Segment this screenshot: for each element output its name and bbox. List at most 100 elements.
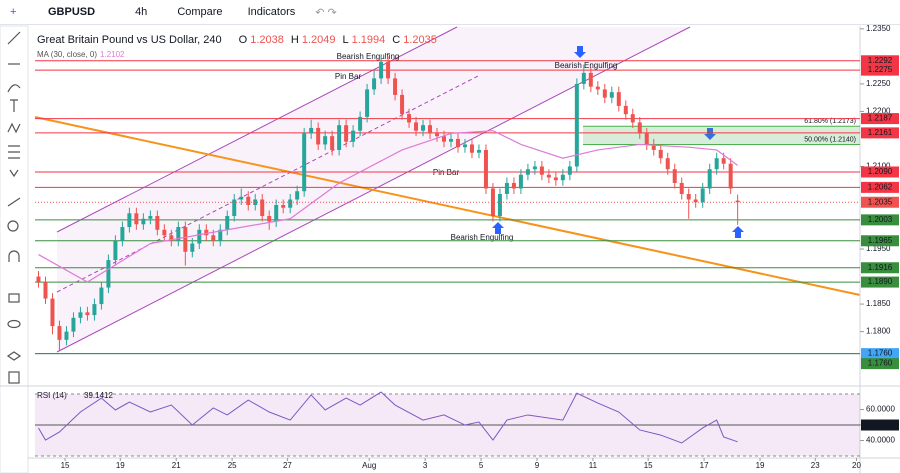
annotations: Bearish Engulfing Pin Bar Bearish Engulf… bbox=[335, 52, 617, 242]
candle-body bbox=[232, 199, 237, 217]
x-tick-label: 15 bbox=[644, 461, 653, 470]
fib-zone bbox=[583, 126, 860, 145]
level-label: 1.2275 bbox=[868, 65, 893, 74]
eye-tool[interactable] bbox=[7, 319, 21, 329]
layers-tool[interactable] bbox=[6, 351, 22, 361]
undo-redo[interactable]: ↶ ↷ bbox=[315, 6, 337, 19]
candle-body bbox=[162, 229, 167, 236]
candle-body bbox=[616, 92, 621, 106]
compare[interactable]: Compare bbox=[177, 6, 223, 18]
lock-tool[interactable] bbox=[8, 293, 20, 303]
candle-body bbox=[36, 276, 41, 283]
candle-body bbox=[57, 326, 62, 340]
more-tool[interactable] bbox=[9, 169, 19, 178]
x-tick-label: 17 bbox=[700, 461, 709, 470]
current-price-label: 1.2035 bbox=[868, 197, 893, 206]
x-tick-label: 3 bbox=[423, 461, 428, 470]
ohlc-value: 1.1994 bbox=[351, 34, 386, 46]
candle-body bbox=[218, 229, 223, 241]
rsi-tick-label: 60.0000 bbox=[866, 405, 895, 414]
ma-line bbox=[38, 130, 739, 283]
candle-body bbox=[78, 312, 83, 318]
x-tick-label: Aug bbox=[362, 461, 376, 470]
candle-body bbox=[372, 78, 377, 90]
candle-body bbox=[176, 227, 181, 241]
candle-body bbox=[134, 213, 139, 225]
candle-body bbox=[113, 240, 118, 261]
level-label-box bbox=[861, 166, 899, 178]
candle-body bbox=[260, 199, 265, 217]
level-label-box bbox=[861, 113, 899, 125]
candle-body bbox=[274, 205, 279, 222]
candle-body bbox=[92, 304, 97, 316]
level-label-box bbox=[861, 181, 899, 193]
candle-body bbox=[588, 72, 593, 87]
candle-body bbox=[693, 199, 698, 203]
arrow-up bbox=[492, 222, 504, 234]
candle-body bbox=[602, 89, 607, 98]
brush-tool[interactable] bbox=[7, 84, 21, 93]
indicators[interactable]: Indicators bbox=[247, 6, 296, 18]
level-label: 1.2187 bbox=[868, 114, 893, 123]
crosshair-icon[interactable]: + bbox=[10, 6, 17, 18]
candle-body bbox=[239, 196, 244, 200]
candle-body bbox=[330, 136, 335, 150]
ma-row: MA (30, close, 0) 1.2102 bbox=[37, 47, 441, 61]
candle-body bbox=[435, 133, 440, 137]
level-label-box bbox=[861, 214, 899, 226]
candle-body bbox=[735, 200, 740, 203]
candle-body bbox=[469, 144, 474, 153]
candle-body bbox=[518, 174, 523, 189]
candle-body bbox=[546, 174, 551, 178]
y-tick-label: 1.2100 bbox=[866, 162, 891, 171]
text-tool[interactable] bbox=[10, 99, 18, 112]
x-tick-label: 19 bbox=[116, 461, 125, 470]
candle-body bbox=[623, 105, 628, 115]
ohlc-key: O bbox=[238, 34, 248, 46]
symbol[interactable]: GBPUSD bbox=[48, 6, 96, 18]
level-label: 1.2003 bbox=[868, 215, 893, 224]
trend-tool[interactable] bbox=[7, 31, 21, 45]
interval[interactable]: 4h bbox=[135, 6, 148, 18]
level-label-box bbox=[861, 64, 899, 76]
level-label-box bbox=[861, 348, 899, 360]
candle-body bbox=[400, 94, 405, 115]
level-label: 1.2062 bbox=[868, 182, 893, 191]
fib-tool[interactable] bbox=[8, 145, 20, 159]
fib-label: 50.00% (1.2140) bbox=[804, 136, 856, 143]
rsi-mid-box bbox=[861, 419, 899, 431]
trash-tool[interactable] bbox=[8, 371, 20, 384]
ruler-tool[interactable] bbox=[7, 197, 21, 207]
candle-body bbox=[183, 227, 188, 252]
tool-icons bbox=[6, 31, 22, 384]
candle-body bbox=[539, 166, 544, 175]
level-label-box bbox=[861, 262, 899, 274]
candle-body bbox=[567, 166, 572, 175]
candle-body bbox=[462, 144, 467, 148]
candle-body bbox=[672, 169, 677, 183]
candle-body bbox=[679, 182, 684, 194]
zoom-tool[interactable] bbox=[7, 220, 19, 232]
candle-body bbox=[483, 149, 488, 189]
level-label: 1.1965 bbox=[868, 236, 893, 245]
rsi-name: RSI (14) bbox=[37, 391, 67, 400]
candle-body bbox=[365, 89, 370, 117]
candle-body bbox=[728, 163, 733, 189]
y-tick-label: 1.2250 bbox=[866, 79, 891, 88]
candle-body bbox=[204, 229, 209, 236]
x-tick-label: 21 bbox=[172, 461, 181, 470]
arrow-down bbox=[574, 46, 586, 58]
magnet-tool[interactable] bbox=[8, 250, 20, 262]
level-label: 1.2090 bbox=[868, 167, 893, 176]
level-label: 1.1916 bbox=[868, 263, 893, 272]
rsi-tick-label: 50.0000 bbox=[866, 420, 895, 429]
pattern-tool[interactable] bbox=[7, 122, 21, 134]
y-tick-label: 1.1850 bbox=[866, 299, 891, 308]
candle-body bbox=[560, 174, 565, 181]
candle-body bbox=[358, 116, 363, 131]
candle-body bbox=[344, 125, 349, 142]
rsi-tick-label: 40.0000 bbox=[866, 436, 895, 445]
candle-body bbox=[155, 216, 160, 230]
